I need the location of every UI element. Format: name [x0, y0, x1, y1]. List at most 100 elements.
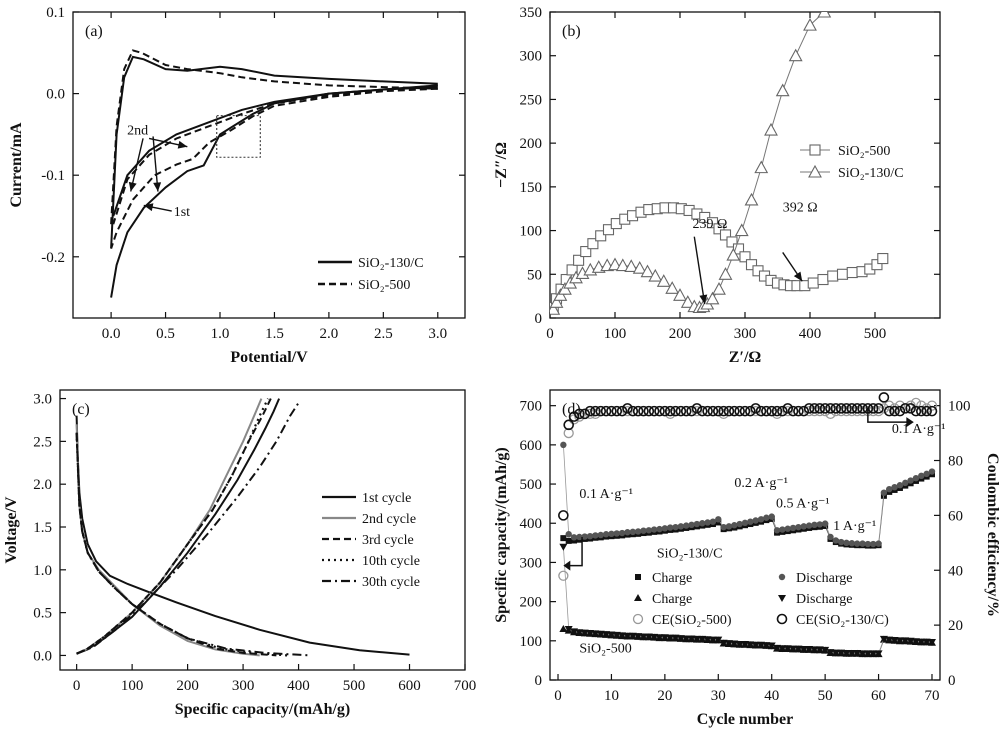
x-tick-label: 400	[799, 326, 822, 342]
data-point-triangle-down-filled	[634, 633, 643, 641]
annotation-1st: 1st	[174, 205, 190, 220]
data-point-circle-filled	[912, 474, 920, 482]
data-point-circle-filled	[779, 526, 786, 533]
legend-marker	[635, 574, 641, 580]
data-point-triangle-down-filled	[901, 637, 910, 645]
y-tick-label: 300	[520, 555, 543, 571]
data-point-triangle	[648, 268, 663, 282]
data-point-circle-open-black	[686, 405, 697, 417]
series-line	[563, 628, 933, 655]
annotation-2: 0.5 A·g⁻¹	[776, 497, 830, 512]
data-point-triangle-down-filled	[676, 635, 685, 643]
data-point-circle-filled	[618, 529, 626, 537]
data-point-circle-filled	[752, 517, 759, 524]
data-point-triangle	[553, 288, 568, 301]
data-point-circle-filled	[843, 539, 850, 547]
arrow-right-axis	[867, 407, 908, 423]
data-point-circle-open-black	[675, 405, 687, 417]
data-point-triangle-down-filled	[847, 649, 856, 657]
data-point-triangle-down-filled	[746, 641, 755, 649]
y-right-tick-label: 100	[948, 399, 971, 415]
x-tick-label: 0	[554, 688, 562, 704]
y-right-tick-label: 60	[948, 508, 963, 524]
data-point-circle-open-black	[568, 411, 580, 422]
data-point-circle-open-black	[851, 403, 863, 414]
data-point-circle-filled	[736, 520, 743, 528]
arrow-left-axis	[566, 536, 583, 567]
data-point-circle-open-black	[825, 403, 836, 414]
data-point-triangle-down-filled	[917, 638, 926, 646]
data-point-circle-open-black	[563, 419, 574, 431]
y-axis-label: Current/mA	[8, 122, 25, 207]
data-point-circle-filled	[667, 524, 674, 531]
data-point-triangle	[775, 83, 790, 97]
data-point-circle-filled	[731, 522, 738, 529]
legend-label: CE(SiO₂-130/C)	[796, 613, 889, 628]
data-point-circle-filled	[853, 540, 861, 547]
data-point-circle-filled	[891, 483, 898, 491]
arrow-239-head	[699, 294, 708, 305]
data-point-triangle-down-filled	[778, 645, 787, 653]
data-point-circle-filled	[768, 513, 775, 520]
annotation-2nd: 2nd	[127, 123, 148, 138]
x-tick-label: 60	[871, 688, 886, 704]
data-point-circle-filled	[827, 533, 834, 541]
x-tick-label: 200	[669, 326, 692, 342]
annotation-5: SiO₂-130/C	[657, 547, 723, 562]
arrow-1st-head	[143, 203, 154, 212]
data-point-triangle	[656, 274, 671, 287]
y-right-axis-label: Coulombic efficiency/%	[984, 453, 1000, 617]
data-point-square	[580, 246, 592, 258]
panel-label: (b)	[562, 23, 581, 40]
data-point-triangle-down-filled	[885, 636, 894, 644]
y-tick-label: 600	[520, 438, 543, 454]
data-point-triangle-down-filled	[789, 645, 798, 653]
data-point-square	[587, 238, 599, 250]
data-point-square	[713, 223, 725, 235]
series-line-solid	[112, 84, 438, 217]
data-point-triangle-down-filled	[612, 631, 621, 639]
annotation-239: 239 Ω	[692, 217, 727, 232]
data-point-circle-open-black	[873, 403, 884, 414]
y-tick-label: 3.0	[33, 392, 52, 408]
series-line-dashed	[110, 87, 438, 249]
data-point-circle-filled	[656, 525, 663, 533]
data-point-square	[726, 236, 738, 248]
data-point-triangle	[764, 122, 778, 136]
data-point-circle-open-black	[702, 405, 713, 417]
data-point-circle-open-black	[787, 405, 799, 417]
data-point-square	[745, 259, 758, 271]
data-point-triangle-down-filled	[628, 632, 637, 640]
data-point-circle-filled	[928, 468, 936, 475]
plot-frame	[59, 389, 466, 671]
data-point-circle-open-black	[680, 405, 692, 417]
series-line-charge	[76, 398, 272, 655]
data-point-triangle-down-filled	[751, 641, 760, 649]
y-tick-label: 0	[535, 311, 543, 327]
data-point-circle-filled	[864, 540, 872, 548]
y-tick-label: 0.0	[33, 648, 52, 664]
x-tick-label: 3.0	[428, 326, 447, 342]
data-point-triangle-down-filled	[724, 640, 733, 648]
data-point-triangle-down-filled	[607, 631, 616, 639]
data-point-triangle-down-filled	[757, 641, 766, 649]
data-point-circle-filled	[789, 524, 797, 532]
data-point-triangle	[788, 48, 803, 62]
data-point-circle-open-black	[584, 405, 596, 417]
data-point-triangle-down-filled	[666, 634, 675, 642]
data-point-square-filled	[560, 535, 567, 542]
x-axis-label: Potential/V	[230, 349, 308, 366]
data-point-triangle-down-filled	[719, 639, 728, 647]
data-point-circle-filled	[629, 528, 637, 536]
series-line-charge	[76, 398, 269, 655]
data-point-circle-open-black	[910, 405, 922, 417]
zoom-box	[216, 115, 261, 158]
data-point-circle-open-black	[798, 405, 810, 417]
data-point-triangle-down-filled	[660, 634, 669, 642]
data-point-triangle-down-filled	[741, 640, 749, 648]
data-point-circle-open-gray	[558, 570, 569, 581]
y-tick-label: 250	[520, 92, 543, 108]
data-point-triangle-down-filled	[762, 642, 771, 650]
data-point-circle-open-black	[771, 405, 783, 417]
